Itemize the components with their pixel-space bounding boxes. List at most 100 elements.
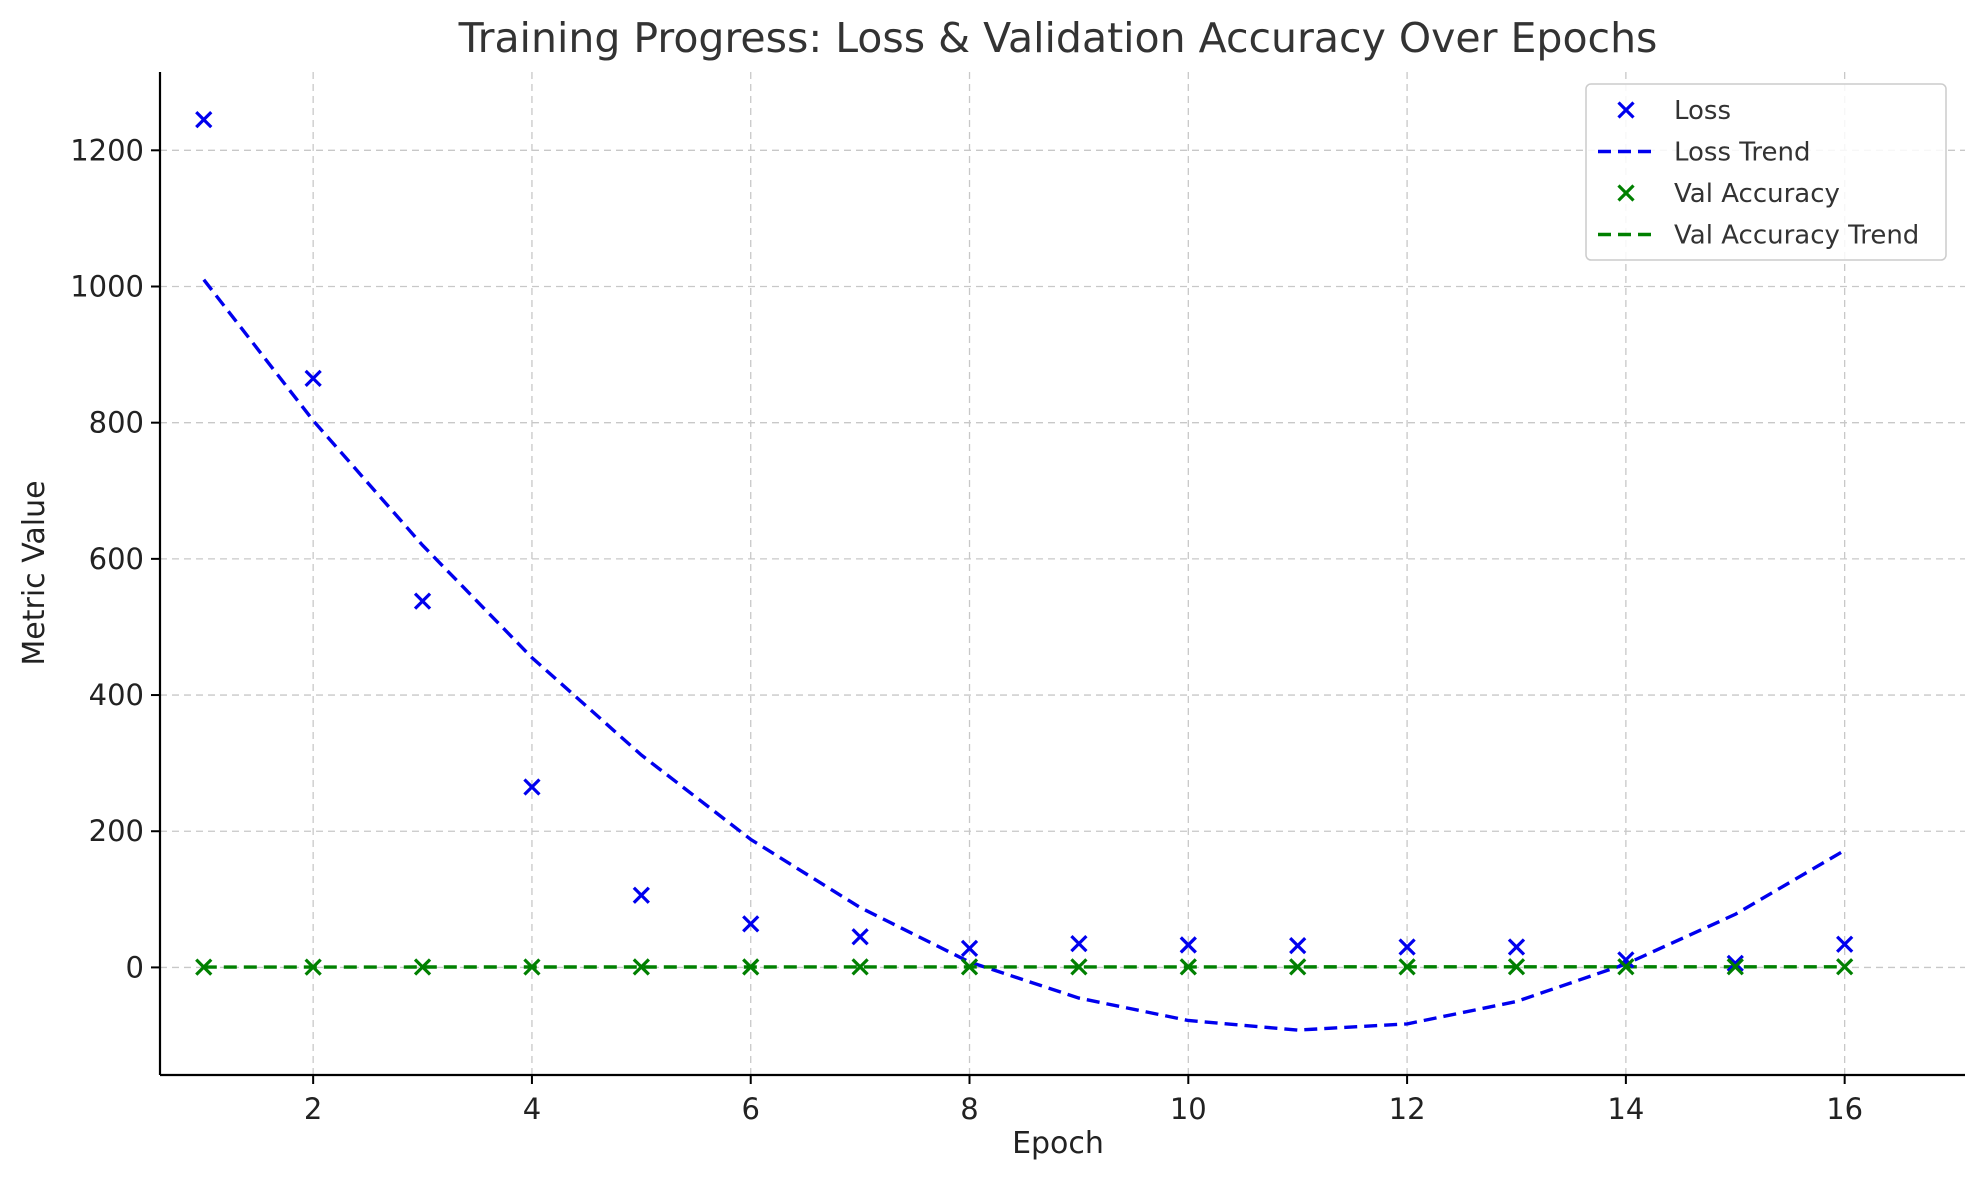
loss-point-stroke (1179, 936, 1197, 954)
val-accuracy-point-stroke (1398, 958, 1416, 976)
x-axis-label: Epoch (1012, 1126, 1104, 1161)
legend-items: Loss Loss Trend Val Accuracy Val Accuracy T… (1598, 96, 1919, 251)
loss-point-stroke (1398, 938, 1416, 956)
loss-point-stroke (851, 928, 869, 946)
legend-label-val-accuracy: Val Accuracy (1674, 179, 1840, 209)
val-accuracy-point-stroke (1179, 958, 1197, 976)
legend-label-val-accuracy-trend: Val Accuracy Trend (1674, 221, 1919, 251)
legend-label-loss: Loss (1674, 96, 1731, 126)
val-accuracy-point (413, 958, 432, 976)
loss-point (1726, 954, 1744, 972)
legend-marker-val-accuracy (1617, 184, 1635, 202)
val-accuracy-point-stroke (1289, 958, 1307, 976)
val-accuracy-point (1289, 958, 1307, 976)
y-tick-label: 0 (126, 950, 144, 984)
x-tick-label: 2 (304, 1092, 322, 1126)
legend-label-loss-trend: Loss Trend (1674, 138, 1810, 168)
loss-point-stroke (195, 111, 213, 129)
grid-layer (160, 72, 1965, 1075)
loss-point-stroke (304, 369, 322, 388)
loss-point (1070, 934, 1088, 953)
x-tick-label: 14 (1607, 1092, 1644, 1126)
legend-item-val-accuracy-trend: Val Accuracy Trend (1598, 221, 1919, 251)
val-accuracy-point (1179, 958, 1197, 976)
val-accuracy-point (304, 958, 322, 976)
loss-point-stroke (1289, 936, 1307, 955)
loss-trend-line (202, 278, 1846, 1032)
val-accuracy-point-stroke (1617, 958, 1635, 976)
val-accuracy-point (742, 958, 760, 976)
val-accuracy-point-stroke (960, 958, 979, 976)
loss-point (195, 111, 213, 129)
x-tick-label: 4 (523, 1092, 541, 1126)
legend-box (1585, 83, 1947, 261)
loss-point (1617, 951, 1635, 969)
loss-point-stroke (1070, 934, 1088, 953)
val-accuracy-point (960, 958, 979, 976)
y-tick-label: 400 (89, 678, 144, 712)
x-tick-label: 16 (1826, 1092, 1863, 1126)
series-layer (195, 111, 1854, 1032)
val-accuracy-point (632, 958, 650, 976)
val-accuracy-point-stroke (195, 958, 213, 976)
val-accuracy-point (1070, 958, 1088, 976)
loss-point (1179, 936, 1197, 954)
legend-item-loss-trend: Loss Trend (1598, 138, 1810, 168)
val-accuracy-point (195, 958, 213, 976)
val-accuracy-point (523, 958, 541, 976)
y-axis-label: Metric Value (17, 480, 52, 665)
legend-marker-val-accuracy-stroke (1617, 184, 1635, 202)
y-tick-label: 1000 (70, 269, 144, 303)
val-accuracy-point (1836, 958, 1854, 976)
loss-point (304, 369, 322, 388)
val-accuracy-point-stroke (413, 958, 432, 976)
val-accuracy-point-stroke (523, 958, 541, 976)
legend-item-val-accuracy: Val Accuracy (1617, 179, 1840, 209)
val-accuracy-point-stroke (1507, 958, 1526, 976)
chart-title: Training Progress: Loss & Validation Acc… (458, 14, 1658, 62)
loss-point (1398, 938, 1416, 956)
y-tick-label: 1200 (70, 133, 144, 167)
loss-point-stroke (742, 915, 760, 933)
x-tick-label: 12 (1389, 1092, 1426, 1126)
loss-point-stroke (523, 778, 541, 796)
loss-point (851, 928, 869, 946)
loss-point (1289, 936, 1307, 955)
val-accuracy-point-stroke (851, 958, 869, 976)
loss-point (1507, 938, 1526, 956)
val-accuracy-point-stroke (632, 958, 650, 976)
val-accuracy-point (1398, 958, 1416, 976)
loss-point (632, 886, 650, 904)
loss-point-stroke (1617, 951, 1635, 969)
loss-point-stroke (413, 592, 432, 610)
axes-spines (158, 72, 1965, 1077)
loss-point-stroke (632, 886, 650, 904)
legend-marker-loss-stroke (1617, 101, 1635, 119)
loss-point (523, 778, 541, 796)
loss-point (1836, 935, 1854, 953)
loss-point-stroke (1726, 954, 1744, 972)
loss-point-stroke (1836, 935, 1854, 953)
val-accuracy-point (851, 958, 869, 976)
val-accuracy-point-stroke (742, 958, 760, 976)
loss-point (742, 915, 760, 933)
val-accuracy-point-stroke (1070, 958, 1088, 976)
loss-point (413, 592, 432, 610)
axis-ticks: 2 4 6 8 10 12 14 16 0 200 400 600 800 1000 1200 (70, 133, 1863, 1126)
val-accuracy-point-stroke (1726, 958, 1744, 976)
legend-marker-loss (1617, 101, 1635, 119)
loss-point-stroke (1507, 938, 1526, 956)
val-accuracy-point (1726, 958, 1744, 976)
legend: Loss Loss Trend Val Accuracy Val Accuracy T… (1585, 83, 1947, 261)
x-tick-label: 6 (742, 1092, 760, 1126)
val-accuracy-point (1507, 958, 1526, 976)
x-tick-label: 8 (960, 1092, 978, 1126)
legend-item-loss: Loss (1617, 96, 1731, 126)
val-accuracy-point-stroke (1836, 958, 1854, 976)
x-tick-label: 10 (1170, 1092, 1207, 1126)
y-tick-label: 600 (89, 542, 144, 576)
val-accuracy-point (1617, 958, 1635, 976)
y-tick-label: 200 (89, 814, 144, 848)
